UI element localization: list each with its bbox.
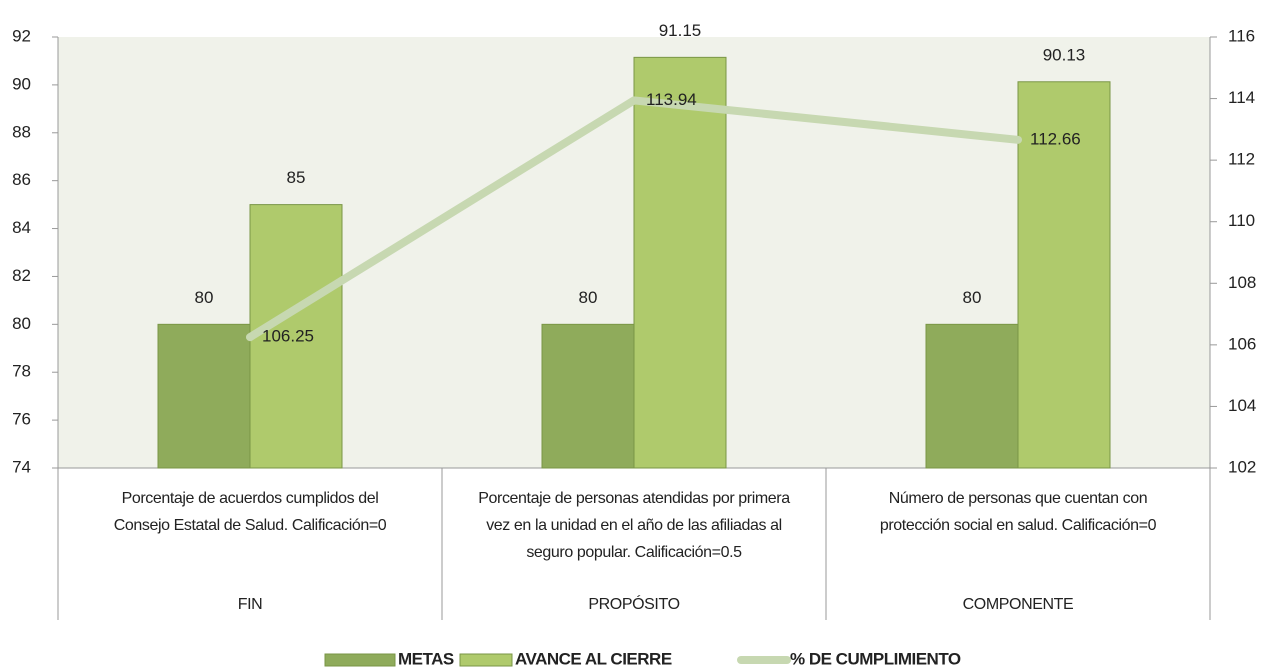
bar	[925, 323, 1019, 469]
legend-label: % DE CUMPLIMIENTO	[790, 649, 961, 668]
y2-tick-label: 106	[1228, 334, 1256, 353]
group-label: COMPONENTE	[963, 596, 1074, 613]
y-tick-label: 76	[12, 410, 31, 429]
y2-tick-label: 104	[1228, 396, 1256, 415]
data-label: 113.94	[646, 90, 697, 109]
y-tick-label: 74	[12, 457, 31, 476]
data-label: 80	[195, 288, 214, 307]
line	[246, 96, 1022, 342]
y-tick-label: 82	[12, 266, 31, 285]
data-label: 106.25	[262, 327, 314, 346]
y-tick-label: 88	[12, 122, 31, 141]
bar	[157, 323, 251, 469]
y-tick-label: 84	[12, 218, 31, 237]
y-tick-label: 92	[12, 26, 31, 45]
y2-tick-label: 102	[1228, 457, 1256, 476]
legend-swatch	[324, 653, 396, 667]
data-label: 90.13	[1043, 45, 1086, 64]
data-label: 91.15	[659, 21, 702, 40]
bar	[1017, 81, 1111, 469]
group-label: PROPÓSITO	[588, 594, 679, 613]
bar	[633, 56, 727, 469]
y2-tick-label: 114	[1228, 88, 1255, 107]
legend-swatch	[459, 653, 513, 667]
x-tick-label: seguro popular. Calificación=0.5	[526, 544, 742, 561]
y-tick-label: 80	[12, 314, 31, 333]
x-tick-label: vez en la unidad en el año de las afilia…	[486, 517, 782, 534]
x-tick-label: protección social en salud. Calificación…	[880, 517, 1157, 534]
bar	[541, 323, 635, 469]
data-label: 85	[287, 168, 306, 187]
legend-label: AVANCE AL CIERRE	[515, 649, 672, 668]
bar	[249, 204, 343, 469]
y2-tick-label: 116	[1228, 26, 1255, 45]
y2-tick-label: 112	[1228, 150, 1255, 169]
data-label: 112.66	[1030, 129, 1081, 148]
data-label: 80	[579, 288, 598, 307]
y2-tick-label: 110	[1228, 211, 1255, 230]
y-tick-label: 90	[12, 74, 31, 93]
y-tick-label: 78	[12, 362, 31, 381]
data-label: 80	[963, 288, 982, 307]
legend-label: METAS	[398, 649, 454, 668]
x-tick-label: Porcentaje de personas atendidas por pri…	[478, 490, 790, 507]
group-label: FIN	[238, 596, 263, 613]
x-tick-label: Porcentaje de acuerdos cumplidos del	[122, 490, 379, 507]
x-tick-label: Consejo Estatal de Salud. Calificación=0	[114, 517, 387, 534]
x-tick-label: Número de personas que cuentan con	[889, 490, 1148, 507]
y2-tick-label: 108	[1228, 273, 1256, 292]
y-tick-label: 86	[12, 170, 31, 189]
